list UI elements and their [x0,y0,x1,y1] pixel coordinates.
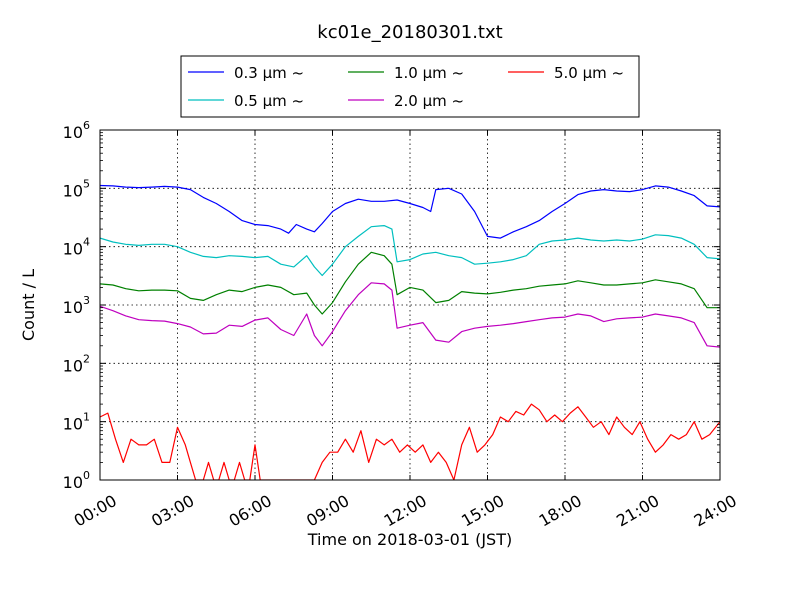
series-line-3 [100,251,720,315]
series-layer [100,184,720,480]
y-tick-label: 100 [63,469,90,492]
x-tick-label: 03:00 [148,491,197,531]
x-tick-label: 15:00 [458,491,507,531]
x-tick-label: 00:00 [71,491,120,531]
legend-label-2: 0.5 μm ~ [234,92,304,110]
x-tick-label: 06:00 [226,491,275,531]
y-axis-label: Count / L [19,269,38,341]
x-tick-label: 21:00 [613,491,662,531]
legend-box [180,55,640,118]
legend-label-4: 2.0 μm ~ [394,92,464,110]
legend: 0.3 μm ~ 0.5 μm ~ 1.0 μm ~ 2.0 μm ~ 5.0 μm ~ [180,55,640,118]
x-axis-label: Time on 2018-03-01 (JST) [307,530,512,549]
y-tick-label: 102 [63,352,90,375]
y-tick-label: 103 [63,294,90,317]
y-tick-label: 101 [63,411,90,434]
series-line-1 [100,184,720,239]
series-line-4 [100,282,720,348]
x-tick-label: 09:00 [303,491,352,531]
legend-label-1: 0.3 μm ~ [234,64,304,82]
x-tick-label: 24:00 [691,491,740,531]
x-tick-label: 18:00 [536,491,585,531]
legend-label-5: 5.0 μm ~ [554,64,624,82]
series-line-5 [100,403,720,480]
series-line-2 [100,225,720,277]
y-tick-label: 105 [63,177,90,200]
y-tick-label: 106 [63,119,90,142]
chart-title: kc01e_20180301.txt [317,22,502,43]
grid-layer [100,130,720,480]
y-tick-label: 104 [63,236,90,259]
x-tick-label: 12:00 [381,491,430,531]
tick-layer: 00:00 03:00 06:00 09:00 12:00 15:00 18:00 21:00… [63,119,740,531]
legend-label-3: 1.0 μm ~ [394,64,464,82]
